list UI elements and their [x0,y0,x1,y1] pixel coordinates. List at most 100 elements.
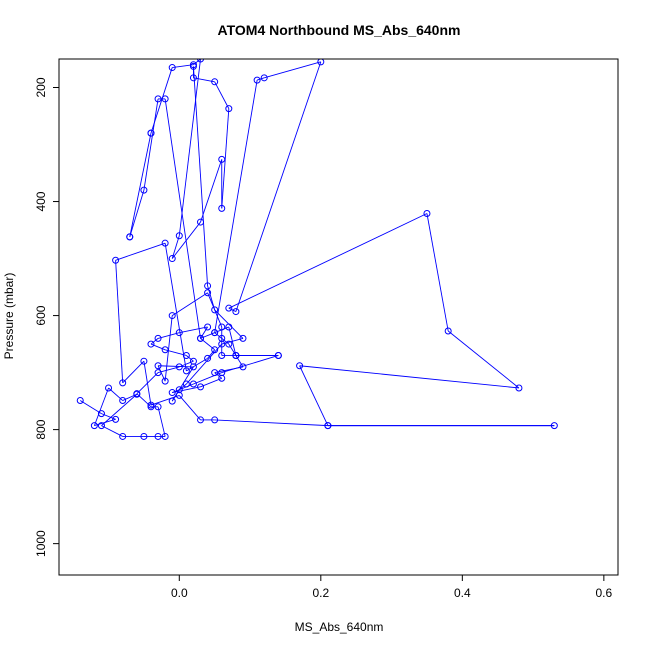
data-point [274,351,282,359]
series-line-segment [221,338,230,345]
data-point [189,62,197,70]
x-tick-label: 0.6 [596,586,613,600]
series-line-segment [157,332,180,339]
series-line-segment [101,393,138,426]
series-line-segment [164,98,201,339]
series-line-segment [426,213,449,332]
series-line-segment [179,326,208,334]
series-line-segment [447,330,520,389]
data-point [154,334,162,342]
series-line-segment [235,355,244,368]
data-point [140,432,148,440]
data-point [168,389,176,397]
data-point [154,432,162,440]
series-line-segment [228,343,237,356]
chart-title: ATOM4 Northbound MS_Abs_640nm [218,22,461,38]
data-point [105,384,113,392]
data-point [550,422,558,430]
x-axis-label: MS_Abs_640nm [295,620,384,634]
data-point [147,401,155,409]
data-point [260,74,268,82]
series-line-segment [228,307,237,312]
data-point [197,334,205,342]
data-point [161,377,169,385]
data-point [232,351,240,359]
data-point [197,383,205,391]
series-line-segment [171,366,194,402]
data-point [175,232,183,240]
series-line-segment [214,80,258,333]
series-line-segment [143,98,159,191]
series-line-segment [264,61,321,79]
series-line-segment [200,159,223,223]
series-line-segment [221,355,279,374]
series-line-segment [221,108,230,209]
data-point [119,397,127,405]
series-line-segment [200,377,222,388]
series-line-segment [171,292,208,316]
series-line-segment [150,343,166,351]
data-point [161,346,169,354]
series-line-segment [200,326,208,339]
data-point [76,397,84,405]
series-line-segment [150,338,159,345]
series-line-segment [164,243,187,371]
data-point [189,74,197,82]
data-point [168,64,176,72]
series-line-segment [93,387,109,426]
series-line-segment [179,383,187,391]
data-point [444,327,452,335]
series-line-segment [192,66,209,286]
data-point [211,346,219,354]
data-point [211,416,219,424]
data-point [218,374,226,382]
data-point [225,105,233,113]
series-line-segment [158,365,194,368]
data-point [175,386,183,394]
data-point [218,340,226,348]
series-line-segment [256,77,265,81]
series-line-segment [179,360,194,368]
x-tick-label: 0.4 [454,586,471,600]
series-line-segment [214,332,223,339]
series-line-segment [186,355,194,362]
data-point [97,410,105,418]
plot-frame [58,58,619,576]
data-point [218,155,226,163]
data-point [218,323,226,331]
series-line-segment [143,361,152,406]
series-line-segment [115,260,124,383]
data-point [112,256,120,264]
axes-layer: 0.0 0.2 0.4 0.6 200 400 600 800 1000 [34,77,613,600]
y-tick-label: 200 [34,77,48,97]
data-point [324,422,332,430]
data-point [225,340,233,348]
data-point [140,357,148,365]
data-point [296,362,304,370]
series-line-segment [79,400,102,415]
data-point [189,363,197,371]
series-line-segment [122,360,145,384]
data-point [218,351,226,359]
series-line-segment [186,357,208,372]
data-point [197,59,205,63]
series-line-segment [101,425,123,437]
series-line-segment [214,372,223,379]
data-point [119,379,127,387]
data-point [197,416,205,424]
series-line-segment [186,343,223,385]
data-point [97,422,105,430]
data-point [239,334,247,342]
data-point [204,289,212,297]
series-line-segment [164,315,173,382]
data-point [204,282,212,290]
series-line-segment [235,61,322,312]
data-point [161,95,169,103]
data-point [90,422,98,430]
x-tick-label: 0.2 [312,586,329,600]
data-point [423,210,431,218]
data-point [168,255,176,263]
data-point [133,390,141,398]
data-point [154,362,162,370]
series-line-segment [200,332,215,339]
